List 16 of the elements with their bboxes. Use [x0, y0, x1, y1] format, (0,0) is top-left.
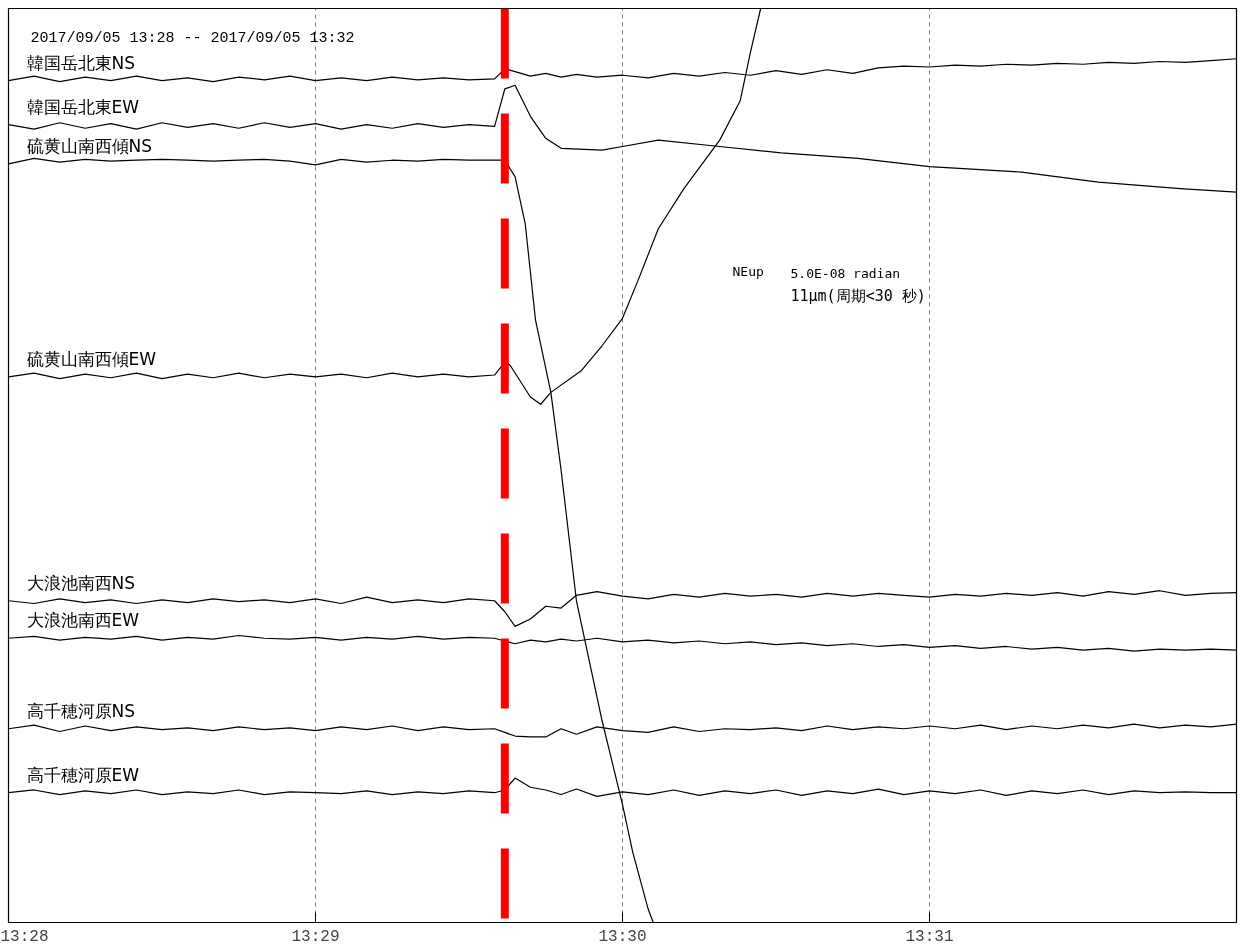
series-label: 大浪池南西NS [26, 572, 136, 593]
series-label: 硫黄山南西傾NS [26, 135, 153, 156]
x-tick-label: 13:31 [905, 927, 954, 946]
series-label: 韓国岳北東NS [26, 52, 136, 73]
series-label: 高千穂河原EW [26, 764, 140, 785]
series-label: 大浪池南西EW [26, 610, 140, 631]
annotation: NEup [732, 263, 764, 279]
x-tick-label: 13:28 [0, 927, 49, 946]
x-tick-label: 13:30 [598, 927, 647, 946]
series-label: 韓国岳北東EW [26, 96, 140, 117]
annotation: 5.0E-08 radian [790, 265, 901, 281]
annotation: 11μm(周期<30 秒) [790, 286, 926, 305]
series-label: 高千穂河原NS [26, 700, 136, 721]
series-label: 硫黄山南西傾EW [26, 348, 157, 369]
x-tick-label: 13:29 [291, 927, 340, 946]
text: 2017/09/05 13:28 -- 2017/09/05 13:32 [30, 29, 355, 47]
